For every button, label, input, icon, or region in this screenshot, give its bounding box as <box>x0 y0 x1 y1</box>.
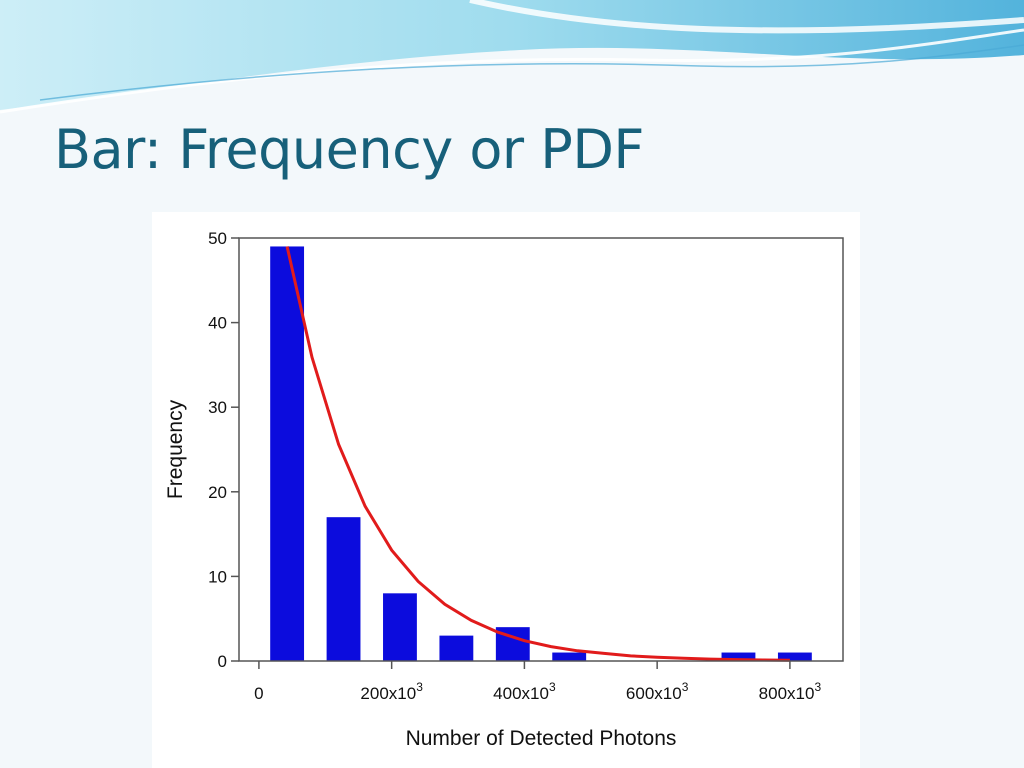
x-tick-label: 600x103 <box>626 680 689 703</box>
header-wave-line <box>0 28 1024 114</box>
histogram-bar <box>721 652 756 661</box>
histogram-chart: 0 10 20 30 40 50 0 200x103 400x103 600x103 800x103… <box>164 229 844 750</box>
slide-title: Bar: Frequency or PDF <box>54 118 645 181</box>
fit-curve <box>285 246 790 662</box>
x-tick-label: 800x103 <box>759 680 822 703</box>
y-tick-label: 10 <box>208 567 227 586</box>
y-axis-label: Frequency <box>164 399 187 499</box>
histogram-bar <box>383 593 417 661</box>
bars-layer <box>270 246 812 661</box>
histogram-bar <box>270 246 305 661</box>
header-wave-decoration <box>0 0 1024 114</box>
x-tick-label: 200x103 <box>360 680 423 703</box>
y-tick-label: 40 <box>208 314 227 333</box>
x-tick-label: 0 <box>254 684 263 703</box>
ticks-layer: 0 10 20 30 40 50 0 200x103 400x103 600x103 800x103 <box>208 229 821 703</box>
histogram-bar <box>552 652 587 661</box>
plot-frame <box>238 237 844 662</box>
x-axis-label: Number of Detected Photons <box>406 727 677 750</box>
header-wave-highlight <box>469 0 1024 34</box>
y-tick-label: 20 <box>208 483 227 502</box>
histogram-bar <box>439 635 474 661</box>
y-tick-label: 30 <box>208 398 227 417</box>
x-tick-label: 400x103 <box>493 680 556 703</box>
y-tick-label: 50 <box>208 229 227 248</box>
histogram-bar <box>326 517 361 661</box>
header-wave-line-dark <box>39 44 1024 101</box>
header-wave-band <box>0 0 1024 110</box>
y-tick-label: 0 <box>218 652 227 671</box>
chart-panel <box>152 212 860 768</box>
histogram-bar <box>777 652 812 661</box>
